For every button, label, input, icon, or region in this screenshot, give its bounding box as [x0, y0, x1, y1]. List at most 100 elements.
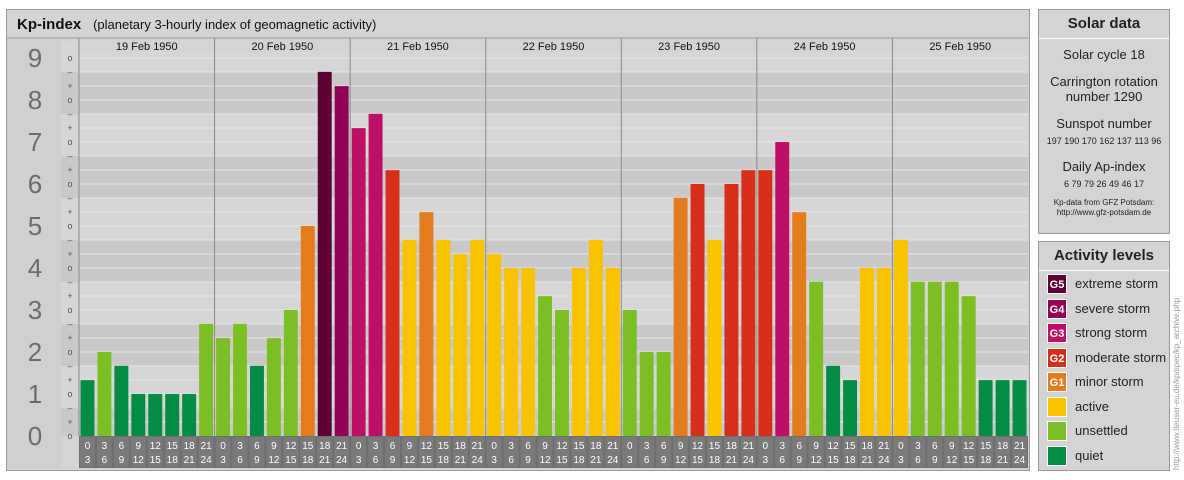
kp-bar: [741, 170, 756, 436]
interval-end-label: 15: [692, 455, 704, 466]
minor-tick-label: +: [67, 333, 72, 343]
interval-end-label: 21: [590, 455, 602, 466]
interval-end-label: 24: [743, 455, 755, 466]
y-tick-label: 3: [28, 295, 42, 325]
interval-start-label: 15: [845, 441, 857, 452]
y-tick-label: 0: [28, 421, 42, 451]
interval-start-label: 15: [980, 441, 992, 452]
kp-bar: [978, 380, 993, 436]
credit-line1: Kp-data from GFZ Potsdam:: [1053, 198, 1155, 207]
interval-end-label: 21: [726, 455, 738, 466]
interval-start-label: 6: [796, 441, 802, 452]
interval-cell: [249, 437, 265, 467]
kp-bar: [656, 352, 671, 436]
interval-cell: [859, 437, 875, 467]
interval-start-label: 3: [644, 441, 650, 452]
interval-cell: [740, 437, 756, 467]
kp-bar: [114, 365, 129, 436]
interval-start-label: 3: [915, 441, 921, 452]
interval-cell: [266, 437, 282, 467]
interval-cell: [317, 437, 333, 467]
day-label: 25 Feb 1950: [929, 41, 991, 53]
minor-tick-label: +: [67, 291, 72, 301]
interval-end-label: 15: [421, 455, 433, 466]
interval-cell: [418, 437, 434, 467]
y-tick-label: 4: [28, 253, 42, 283]
interval-cell: [791, 437, 807, 467]
sunspot-values: 197 190 170 162 137 113 96: [1046, 136, 1162, 146]
minor-tick-label: –: [67, 151, 72, 161]
y-tick-label: 6: [28, 169, 42, 199]
ap-title: Daily Ap-index: [1062, 159, 1146, 174]
interval-end-label: 12: [268, 455, 280, 466]
interval-end-label: 6: [237, 455, 243, 466]
interval-cell: [639, 437, 655, 467]
interval-cell: [96, 437, 112, 467]
minor-tick-label: +: [67, 165, 72, 175]
interval-start-label: 12: [421, 441, 433, 452]
kp-bar: [622, 310, 637, 436]
interval-start-label: 21: [878, 441, 890, 452]
interval-end-label: 15: [285, 455, 297, 466]
minor-tick-label: o: [67, 305, 72, 315]
minor-tick-label: –: [67, 361, 72, 371]
y-axis-gutter: [7, 38, 61, 468]
interval-end-label: 12: [675, 455, 687, 466]
kp-bar: [927, 281, 942, 436]
level-label: unsettled: [1075, 423, 1128, 438]
day-label: 20 Feb 1950: [251, 41, 313, 53]
interval-end-label: 24: [1014, 455, 1026, 466]
kp-bar: [707, 239, 722, 436]
kp-bar: [436, 239, 451, 436]
minor-tick-label: –: [67, 109, 72, 119]
kp-bar: [351, 128, 366, 436]
kp-bar: [165, 394, 180, 436]
interval-cell: [961, 437, 977, 467]
minor-tick-label: +: [67, 417, 72, 427]
level-label: moderate storm: [1075, 349, 1167, 365]
interval-end-label: 21: [997, 455, 1009, 466]
kp-bar: [792, 212, 807, 436]
day-label: 24 Feb 1950: [794, 41, 856, 53]
interval-cell: [130, 437, 146, 467]
interval-end-label: 12: [539, 455, 551, 466]
minor-tick-label: –: [67, 319, 72, 329]
interval-start-label: 0: [627, 441, 633, 452]
interval-start-label: 9: [407, 441, 413, 452]
interval-end-label: 18: [573, 455, 585, 466]
level-row-minor-storm: G1 minor storm: [1047, 372, 1144, 394]
kp-bar: [673, 197, 688, 436]
interval-cell: [571, 437, 587, 467]
kp-bar: [216, 338, 231, 436]
level-swatch: G5: [1047, 274, 1067, 294]
interval-end-label: 9: [525, 455, 531, 466]
interval-cell: [723, 437, 739, 467]
kp-bar: [199, 323, 214, 436]
kp-bar: [893, 239, 908, 436]
interval-start-label: 18: [455, 441, 467, 452]
interval-end-label: 24: [878, 455, 890, 466]
interval-end-label: 15: [556, 455, 568, 466]
interval-start-label: 6: [254, 441, 260, 452]
interval-cell: [80, 437, 95, 467]
interval-cell: [164, 437, 180, 467]
interval-start-label: 9: [136, 441, 142, 452]
interval-start-label: 18: [726, 441, 738, 452]
kp-bar: [504, 268, 519, 436]
interval-start-label: 15: [438, 441, 450, 452]
level-swatch: G1: [1047, 372, 1067, 392]
interval-cell: [232, 437, 248, 467]
interval-start-label: 6: [661, 441, 667, 452]
interval-start-label: 6: [932, 441, 938, 452]
kp-bar: [538, 296, 552, 436]
level-label: quiet: [1075, 447, 1104, 463]
interval-start-label: 12: [285, 441, 297, 452]
carrington-line1: Carrington rotation: [1050, 74, 1158, 89]
kp-bar: [487, 254, 502, 436]
kp-bar: [317, 71, 332, 437]
interval-start-label: 0: [356, 441, 362, 452]
kp-bar: [961, 296, 976, 436]
interval-start-label: 3: [779, 441, 785, 452]
y-tick-label: 1: [28, 379, 42, 409]
kp-bar: [131, 394, 146, 436]
